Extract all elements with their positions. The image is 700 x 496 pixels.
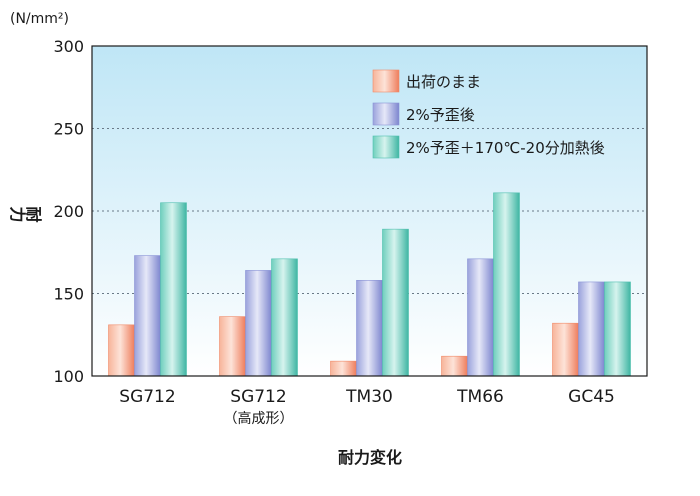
- y-axis-label: 耐力: [9, 204, 43, 223]
- bar-1-tm30: [330, 360, 357, 377]
- bar-1-sg712: [219, 316, 246, 377]
- y-tick-label: 200: [53, 202, 84, 221]
- legend-swatch: [372, 102, 400, 126]
- legend-label: 2%予歪後: [406, 106, 475, 124]
- x-tick-sublabel: （高成形）: [224, 410, 294, 427]
- bar-3-tm66: [493, 192, 520, 377]
- legend-swatch: [372, 69, 400, 93]
- bar-2-tm30: [356, 279, 383, 377]
- unit-label: (N/mm²): [10, 11, 69, 27]
- bar-3-tm30: [382, 228, 409, 377]
- x-tick-label: SG712: [119, 387, 175, 407]
- y-tick-labels: 100 150 200 250 300: [53, 37, 84, 386]
- x-tick-label: TM30: [345, 387, 393, 407]
- x-tick-label: TM66: [456, 387, 504, 407]
- x-tick-labels: SG712 SG712 （高成形） TM30 TM66 GC45: [119, 387, 615, 427]
- y-tick-label: 100: [53, 367, 84, 386]
- plot-frame: [91, 45, 648, 377]
- legend-label: 出荷のまま: [406, 73, 481, 91]
- bar-1-sg712: [108, 324, 135, 377]
- bar-2-sg712: [245, 270, 272, 377]
- y-tick-label: 150: [53, 285, 84, 304]
- y-tick-label: 250: [53, 120, 84, 139]
- bar-1-tm66: [441, 355, 468, 377]
- y-tick-label: 300: [53, 37, 84, 56]
- bar-2-gc45: [578, 281, 605, 377]
- legend-label: 2%予歪＋170℃-20分加熱後: [406, 139, 605, 157]
- bar-3-gc45: [604, 281, 631, 377]
- legend-swatch: [372, 135, 400, 159]
- bar-3-sg712: [271, 258, 298, 377]
- bars: [108, 192, 631, 377]
- x-tick-label: SG712: [230, 387, 286, 407]
- x-axis-label: 耐力変化: [338, 448, 402, 467]
- bar-2-sg712: [134, 255, 161, 377]
- bar-1-gc45: [552, 322, 579, 377]
- x-tick-label: GC45: [568, 387, 615, 407]
- bar-3-sg712: [160, 202, 187, 377]
- legend: 出荷のまま 2%予歪後 2%予歪＋170℃-20分加熱後: [372, 69, 605, 159]
- bar-2-tm66: [467, 258, 494, 377]
